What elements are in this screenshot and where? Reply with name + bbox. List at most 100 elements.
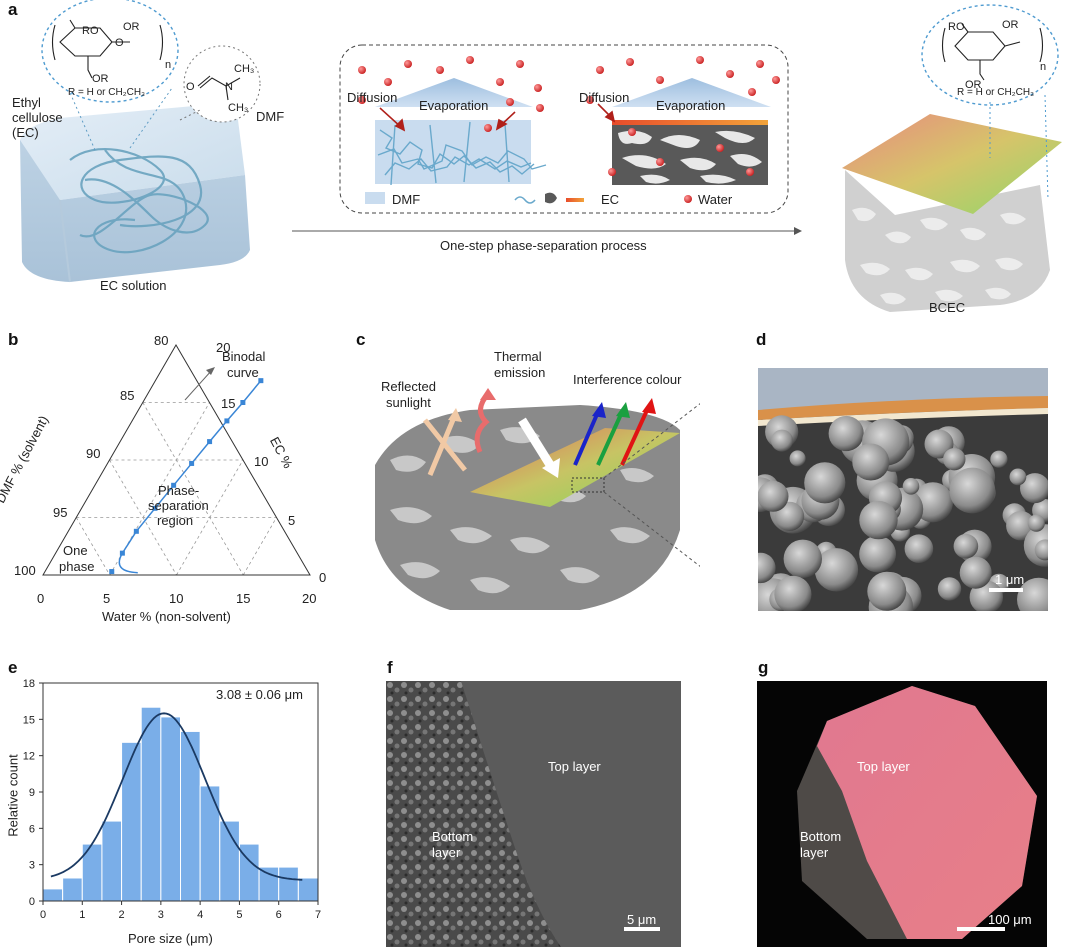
one-phase-2: phase: [59, 559, 95, 574]
g-bottom-1: Bottom: [800, 829, 842, 844]
histogram-bar: [140, 706, 162, 902]
dmf-ch3-bottom: CH₃: [228, 102, 249, 114]
ec-o-text: O: [115, 37, 124, 49]
histogram-bar: [42, 888, 64, 902]
panel-c-graphic: [375, 388, 700, 610]
diffusion-label-left: Diffusion: [347, 90, 398, 105]
scale-g: 100 μm: [988, 912, 1032, 927]
ec-structure: [51, 19, 164, 79]
scale-f: 5 μm: [627, 912, 657, 927]
ternary-xlabel: Water % (non-solvent): [102, 609, 231, 624]
ec-label-3: (EC): [12, 125, 39, 140]
ec2-r-definition: R = H or CH₂CH₃: [957, 87, 1035, 98]
panel-label-e: e: [8, 658, 18, 677]
ec-molecule-zoom: [41, 0, 179, 103]
ec-tick-20: 20: [216, 340, 231, 355]
evaporation-label-left: Evaporation: [419, 98, 489, 113]
ec-or-text: OR: [123, 21, 140, 33]
dmf-tick-85: 85: [120, 388, 135, 403]
water-tick-10: 10: [169, 591, 184, 606]
histogram-ytick: 0: [29, 896, 35, 908]
histogram-bar: [160, 716, 182, 902]
dmf-tick-90: 90: [86, 446, 101, 461]
panel-label-c: c: [356, 330, 366, 349]
bcec-film: [842, 114, 1062, 214]
histogram-bar: [62, 877, 83, 902]
ec2-n-text: n: [1040, 61, 1047, 73]
dmf-label: DMF: [256, 109, 285, 124]
ec-solution-top: [20, 104, 245, 200]
binodal-2: curve: [227, 365, 259, 380]
histogram-ytick: 6: [29, 823, 35, 835]
histogram-bar: [180, 730, 201, 902]
histogram-bar: [297, 877, 319, 902]
panel-label-f: f: [387, 658, 393, 677]
binodal-curve-line: [118, 380, 262, 574]
water-droplets: [358, 56, 780, 176]
histogram-ytick: 12: [23, 751, 35, 763]
histogram-bar: [101, 820, 123, 902]
sem-image-f: [386, 681, 681, 947]
polymer-chains: [69, 148, 209, 254]
g-top-layer: Top layer: [857, 759, 910, 774]
ec-label-2: cellulose: [12, 110, 63, 125]
process-label: One-step phase-separation process: [440, 238, 647, 253]
dmf-tick-80: 80: [154, 333, 169, 348]
panel-a-graphic: [20, 0, 1062, 312]
histogram-xtick: 1: [79, 909, 85, 921]
histogram-xtick: 6: [276, 909, 282, 921]
ec-ro-text: RO: [82, 25, 99, 37]
histogram-xlabel: Pore size (μm): [128, 931, 213, 946]
binodal-point: [224, 418, 230, 424]
panel-label-b: b: [8, 330, 19, 349]
histogram-xtick: 3: [158, 909, 164, 921]
histogram-xtick: 7: [315, 909, 321, 921]
panel-label-d: d: [756, 330, 767, 349]
binodal-point: [240, 400, 246, 405]
water-tick-0: 0: [37, 591, 45, 606]
histogram-ylabel: Relative count: [5, 754, 21, 837]
diffusion-label-right: Diffusion: [579, 90, 630, 105]
ec-r-definition: R = H or CH₂CH₃: [68, 87, 146, 98]
optical-image-g: [757, 681, 1047, 947]
histogram-bar: [258, 866, 280, 902]
ec-label-1: Ethyl: [12, 95, 41, 110]
histogram-bar: [121, 741, 142, 902]
dmf-n-atom: N: [225, 81, 233, 93]
panel-label-g: g: [758, 658, 769, 677]
histogram-bar: [278, 866, 299, 902]
panel-c-film: [470, 428, 680, 507]
f-bottom-2: layer: [432, 845, 461, 860]
binodal-point: [119, 550, 125, 556]
reflected-1: Reflected: [381, 379, 436, 394]
binodal-point: [152, 505, 158, 511]
ec-tick-0: 0: [319, 570, 327, 585]
histogram-bar: [199, 785, 221, 902]
interference-label: Interference colour: [573, 372, 682, 387]
ec-tick-10: 10: [254, 454, 269, 469]
histogram-annotation: 3.08 ± 0.06 μm: [216, 687, 303, 702]
histogram-xtick: 5: [236, 909, 242, 921]
binodal-point: [258, 378, 264, 384]
sep-region-1: Phase-: [158, 483, 200, 498]
panel-label-a: a: [8, 0, 18, 19]
legend-dmf: DMF: [392, 192, 421, 207]
thermal-1: Thermal: [494, 349, 542, 364]
ec2-ro-text: RO: [948, 21, 965, 33]
evaporation-label-right: Evaporation: [656, 98, 726, 113]
thermal-2: emission: [494, 365, 546, 380]
binodal-point: [207, 439, 213, 445]
binodal-1: Binodal: [222, 349, 266, 364]
ec-solution-body: [20, 140, 250, 282]
sep-region-3: region: [157, 513, 194, 528]
water-tick-20: 20: [302, 591, 317, 606]
water-tick-15: 15: [236, 591, 251, 606]
water-tick-5: 5: [103, 591, 111, 606]
histogram-xtick: 4: [197, 909, 203, 921]
dmf-o-atom: O: [186, 81, 195, 93]
dmf-tick-95: 95: [53, 505, 68, 520]
ternary-diagram: [42, 344, 311, 576]
dmf-ch3-top: CH₃: [234, 63, 255, 75]
histogram-ytick: 9: [29, 787, 35, 799]
histogram-xtick: 0: [40, 909, 46, 921]
